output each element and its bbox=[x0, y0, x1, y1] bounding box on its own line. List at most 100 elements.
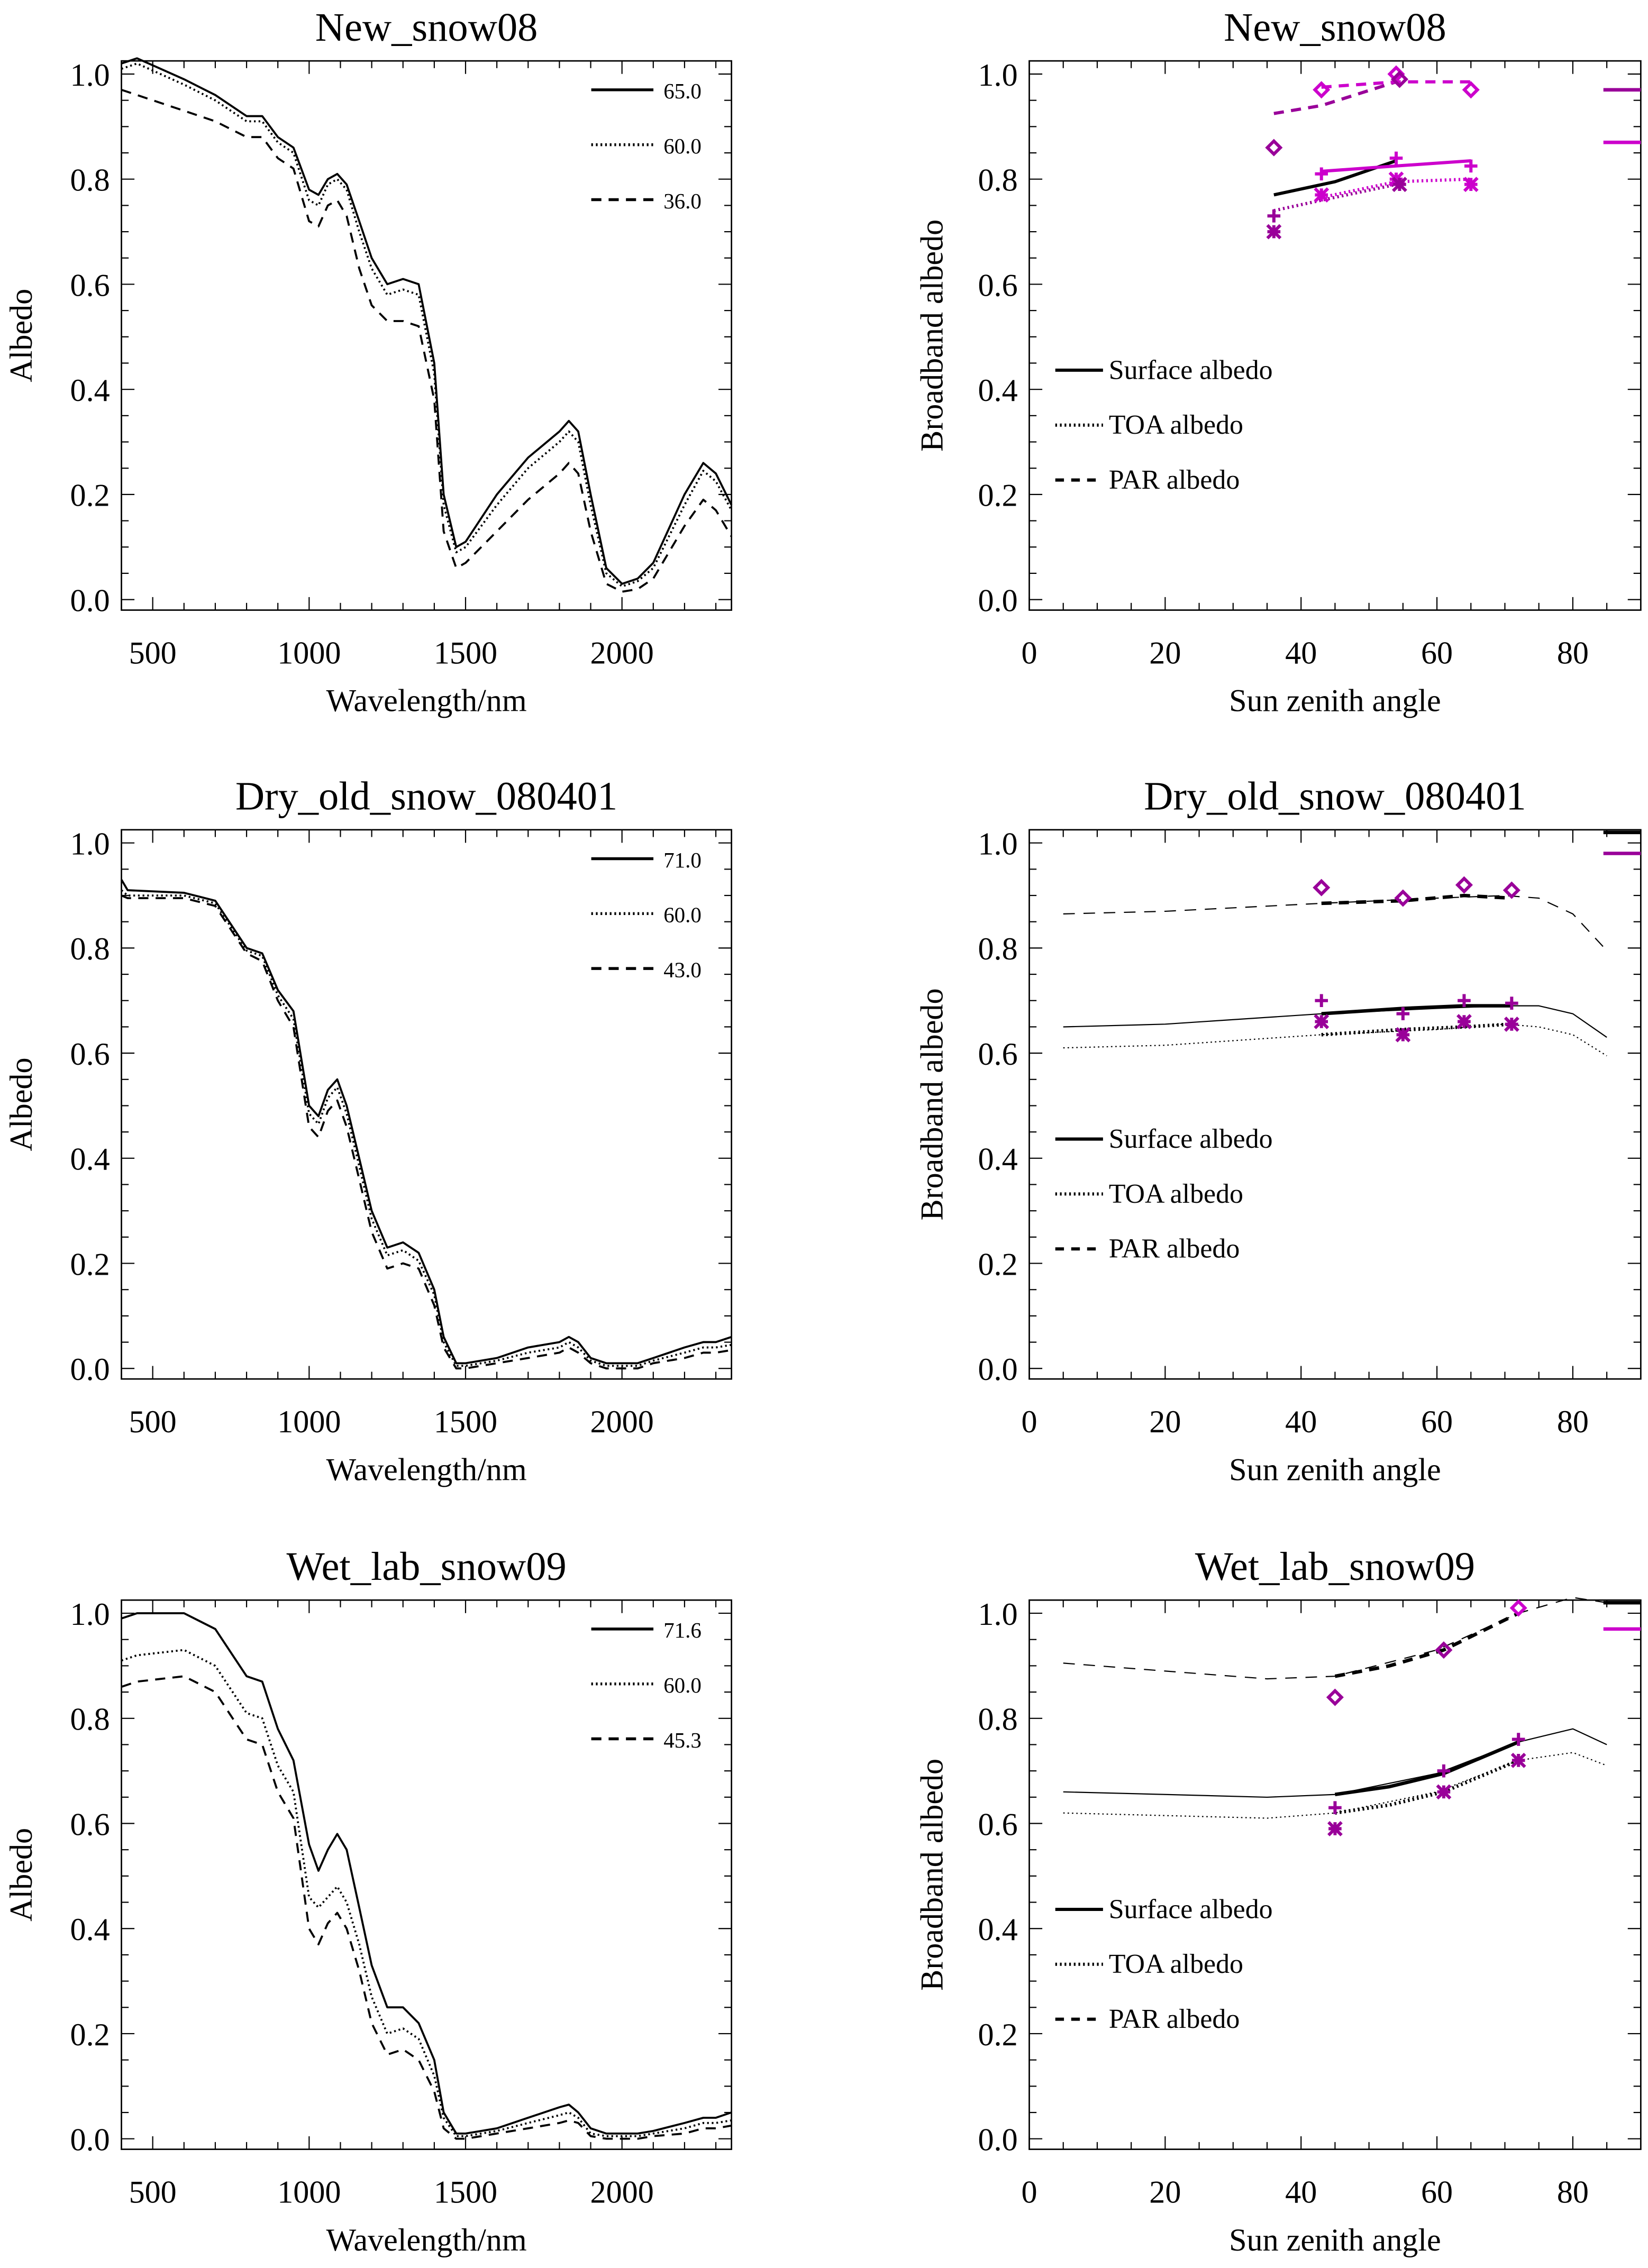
legend-label: 45.3 bbox=[663, 1728, 702, 1752]
x-tick-label: 1000 bbox=[277, 2175, 341, 2210]
x-axis-label: Wavelength/nm bbox=[326, 2223, 527, 2258]
broadband-line bbox=[1321, 1022, 1512, 1037]
x-tick-label: 2000 bbox=[590, 1404, 654, 1440]
legend-label: 36.0 bbox=[663, 189, 702, 213]
broadband-line bbox=[1063, 1597, 1607, 1680]
x-tick-label: 60 bbox=[1421, 2175, 1453, 2210]
spectral-albedo-panel: New_snow08 500 1000 1500 2000 0.0 0.2 0.4 0.6 0.8… bbox=[4, 5, 733, 719]
broadband-line bbox=[1273, 80, 1397, 115]
y-tick-label: 0.2 bbox=[978, 1247, 1018, 1282]
y-tick-label: 1.0 bbox=[978, 58, 1018, 93]
broadband-line bbox=[1063, 1728, 1607, 1798]
x-tick-label: 40 bbox=[1285, 1404, 1317, 1440]
x-tick-label: 2000 bbox=[590, 636, 654, 671]
y-tick-label: 0.8 bbox=[978, 1702, 1018, 1737]
y-tick-label: 0.6 bbox=[978, 1807, 1018, 1842]
diamond-marker bbox=[1462, 81, 1480, 99]
cross-marker bbox=[1327, 1821, 1343, 1836]
y-tick-label: 0.4 bbox=[70, 373, 110, 408]
x-axis-label: Wavelength/nm bbox=[326, 683, 527, 719]
broadband-line bbox=[1063, 1005, 1607, 1038]
legend-label: PAR albedo bbox=[1109, 1234, 1240, 1264]
broadband-line bbox=[1321, 893, 1512, 906]
y-axis-label: Broadband albedo bbox=[915, 988, 950, 1220]
legend-label: 60.0 bbox=[663, 903, 702, 927]
x-tick-label: 500 bbox=[129, 636, 177, 671]
legend-label: TOA albedo bbox=[1109, 1949, 1243, 1979]
y-tick-label: 0.2 bbox=[70, 2017, 110, 2053]
plus-marker bbox=[1267, 209, 1281, 223]
broadband-line bbox=[1063, 895, 1607, 951]
plus-marker bbox=[1315, 994, 1328, 1008]
spectral-albedo-panel: Wet_lab_snow09 500 1000 1500 2000 0.0 0.2 0.4 0.… bbox=[4, 1544, 732, 2258]
plot-frame bbox=[1028, 1599, 1642, 2150]
y-tick-label: 0.8 bbox=[978, 931, 1018, 967]
x-tick-label: 60 bbox=[1421, 1404, 1453, 1440]
legend-label: 43.0 bbox=[663, 958, 702, 982]
y-axis-label: Albedo bbox=[4, 1828, 39, 1922]
legend-label: TOA albedo bbox=[1109, 410, 1243, 440]
y-axis-label: Albedo bbox=[4, 1058, 39, 1151]
y-axis-label: Broadband albedo bbox=[915, 220, 950, 452]
legend-label: Surface albedo bbox=[1109, 1124, 1273, 1154]
diamond-marker bbox=[1313, 879, 1331, 897]
y-axis-label: Albedo bbox=[4, 289, 39, 382]
diamond-marker bbox=[1394, 889, 1412, 907]
broadband-line bbox=[1321, 159, 1471, 173]
x-tick-label: 40 bbox=[1285, 2175, 1317, 2210]
chart-title: New_snow08 bbox=[1224, 5, 1446, 50]
plot-frame bbox=[121, 60, 732, 611]
x-tick-label: 1500 bbox=[434, 1404, 497, 1440]
y-tick-label: 0.2 bbox=[70, 478, 110, 514]
series-line-dotted bbox=[121, 62, 733, 588]
y-tick-label: 1.0 bbox=[70, 1597, 110, 1632]
x-tick-label: 60 bbox=[1421, 636, 1453, 671]
series-line-solid bbox=[121, 1612, 732, 2135]
series-line-solid bbox=[121, 57, 733, 585]
x-tick-label: 80 bbox=[1557, 636, 1589, 671]
chart-title: New_snow08 bbox=[315, 5, 538, 50]
series-line-dashed bbox=[121, 894, 732, 1370]
x-tick-label: 500 bbox=[129, 2175, 177, 2210]
plus-marker bbox=[1464, 159, 1478, 173]
broadband-albedo-panel: New_snow08 0 20 40 60 80 0.0 0.2 0.4 0.6 0.8 1.0 Sun… bbox=[915, 5, 1642, 719]
x-tick-label: 20 bbox=[1149, 1404, 1181, 1440]
y-tick-label: 0.6 bbox=[70, 268, 110, 303]
legend-label: Surface albedo bbox=[1109, 1894, 1273, 1924]
plus-marker bbox=[1328, 1801, 1342, 1815]
legend-label: 65.0 bbox=[663, 79, 702, 103]
series-line-dotted bbox=[121, 889, 732, 1367]
y-tick-label: 0.6 bbox=[978, 268, 1018, 303]
spectral-albedo-panel: Dry_old_snow_080401 500 1000 1500 2000 0.0 0.2… bbox=[4, 774, 732, 1487]
y-tick-label: 0.8 bbox=[70, 931, 110, 967]
y-tick-label: 1.0 bbox=[70, 827, 110, 862]
plot-frame bbox=[121, 829, 732, 1380]
legend-label: 71.6 bbox=[663, 1618, 702, 1642]
x-tick-label: 0 bbox=[1021, 1404, 1037, 1440]
broadband-line bbox=[1063, 1023, 1607, 1057]
x-axis-label: Sun zenith angle bbox=[1229, 1452, 1441, 1487]
x-axis-label: Sun zenith angle bbox=[1229, 2223, 1441, 2258]
x-tick-label: 80 bbox=[1557, 1404, 1589, 1440]
x-tick-label: 20 bbox=[1149, 636, 1181, 671]
chart-title: Dry_old_snow_080401 bbox=[235, 774, 618, 819]
plus-marker bbox=[1396, 1007, 1410, 1020]
diamond-marker bbox=[1503, 881, 1520, 899]
y-tick-label: 0.6 bbox=[978, 1037, 1018, 1072]
diamond-marker bbox=[1390, 70, 1408, 88]
y-tick-label: 0.2 bbox=[978, 478, 1018, 514]
y-tick-label: 0.8 bbox=[70, 1702, 110, 1737]
series-line-solid bbox=[120, 879, 732, 1365]
cross-marker bbox=[1395, 1027, 1411, 1042]
x-tick-label: 1000 bbox=[277, 636, 341, 671]
y-tick-label: 0.6 bbox=[70, 1807, 110, 1842]
broadband-line bbox=[1321, 1004, 1512, 1016]
series-line-dashed bbox=[121, 1675, 732, 2140]
y-tick-label: 1.0 bbox=[70, 58, 110, 93]
diamond-marker bbox=[1455, 876, 1473, 894]
x-tick-label: 20 bbox=[1149, 2175, 1181, 2210]
x-tick-label: 1500 bbox=[434, 2175, 497, 2210]
diamond-marker bbox=[1435, 1641, 1453, 1659]
y-tick-label: 0.0 bbox=[70, 2123, 110, 2158]
